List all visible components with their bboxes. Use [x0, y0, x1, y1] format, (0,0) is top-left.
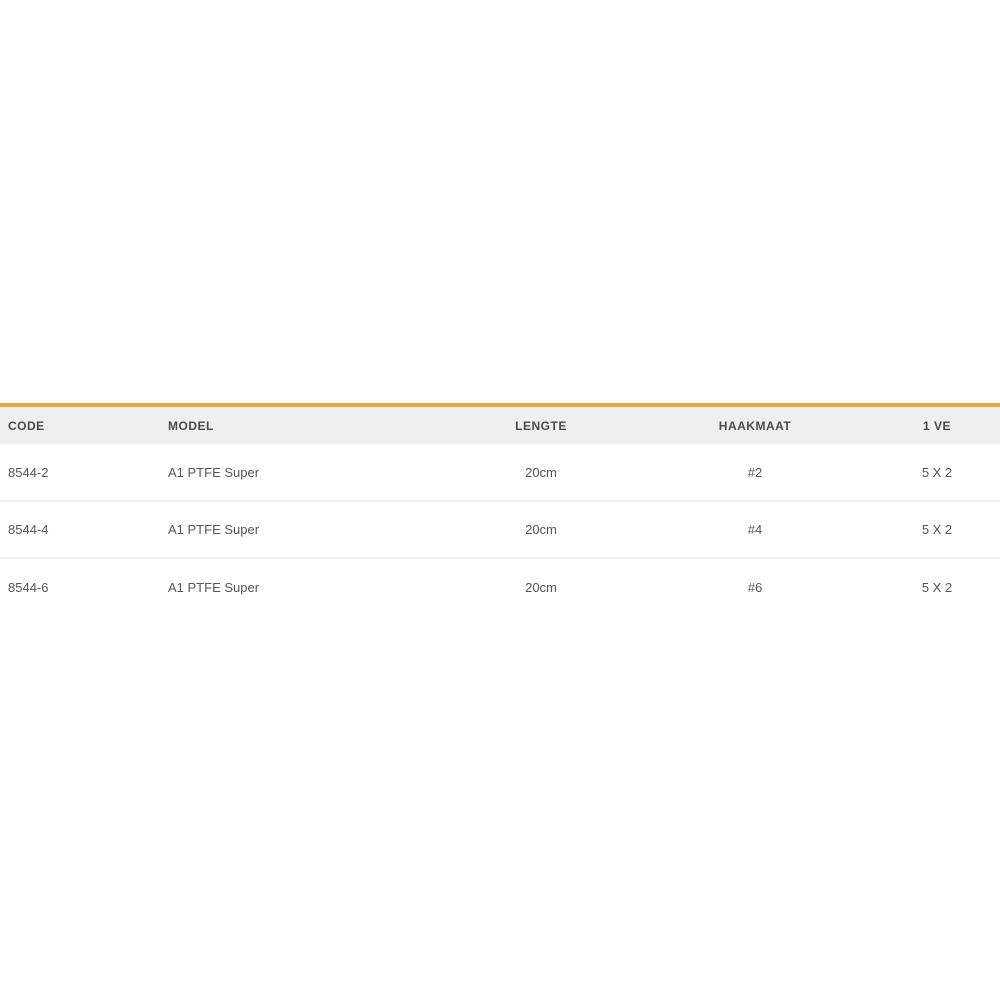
table-cell: 5 X 2 — [848, 558, 1000, 615]
table-cell: #4 — [662, 501, 848, 559]
table-cell: 20cm — [420, 558, 662, 615]
table-header-row: CODE MODEL LENGTE HAAKMAAT 1 VE — [0, 405, 1000, 444]
column-header-1ve: 1 VE — [848, 405, 1000, 444]
table-row: 8544-4 A1 PTFE Super 20cm #4 5 X 2 — [0, 501, 1000, 559]
product-spec-section: CODE MODEL LENGTE HAAKMAAT 1 VE 8544-2 A1… — [0, 403, 1000, 615]
column-header-lengte: LENGTE — [420, 405, 662, 444]
column-header-code: CODE — [0, 405, 160, 444]
table-header: CODE MODEL LENGTE HAAKMAAT 1 VE — [0, 405, 1000, 444]
column-header-model: MODEL — [160, 405, 420, 444]
table-cell: 20cm — [420, 501, 662, 559]
table-cell: A1 PTFE Super — [160, 501, 420, 559]
column-header-haakmaat: HAAKMAAT — [662, 405, 848, 444]
table-cell: A1 PTFE Super — [160, 558, 420, 615]
table-cell: 8544-6 — [0, 558, 160, 615]
table-cell: A1 PTFE Super — [160, 444, 420, 502]
table-row: 8544-2 A1 PTFE Super 20cm #2 5 X 2 — [0, 444, 1000, 502]
table-cell: 8544-2 — [0, 444, 160, 502]
table-cell: 20cm — [420, 444, 662, 502]
product-spec-table: CODE MODEL LENGTE HAAKMAAT 1 VE 8544-2 A1… — [0, 403, 1000, 615]
table-cell: 5 X 2 — [848, 444, 1000, 502]
table-body: 8544-2 A1 PTFE Super 20cm #2 5 X 2 8544-4 A1 P… — [0, 444, 1000, 615]
table-cell: 8544-4 — [0, 501, 160, 559]
table-cell: 5 X 2 — [848, 501, 1000, 559]
table-cell: #2 — [662, 444, 848, 502]
table-cell: #6 — [662, 558, 848, 615]
table-row: 8544-6 A1 PTFE Super 20cm #6 5 X 2 — [0, 558, 1000, 615]
